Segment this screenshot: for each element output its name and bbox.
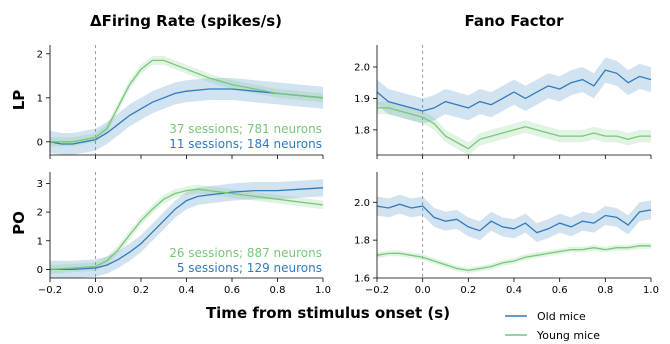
series-line-young xyxy=(49,188,324,271)
y-tick-label: 1 xyxy=(37,93,43,104)
series-line-old xyxy=(376,69,652,112)
legend-label-young: Young mice xyxy=(536,329,600,342)
x-tick-label: 0.6 xyxy=(224,285,240,296)
legend-label-old: Old mice xyxy=(537,310,586,323)
y-tick-label: 1.9 xyxy=(354,94,370,105)
x-tick-label: 1.0 xyxy=(643,285,659,296)
annotation-lp-young: 37 sessions; 781 neurons xyxy=(169,122,322,136)
series-line-old xyxy=(49,88,324,145)
x-tick-label: 0.8 xyxy=(597,285,613,296)
x-tick-label: 0.4 xyxy=(179,285,195,296)
y-tick-label: 0 xyxy=(37,265,43,276)
x-tick-label: 0.2 xyxy=(460,285,476,296)
x-tick-label: 0.8 xyxy=(270,285,286,296)
x-tick-label: 0.0 xyxy=(88,285,104,296)
row-label-lp: LP xyxy=(10,90,28,111)
panel-lp-fano-factor: 1.8 1.9 2.0 xyxy=(354,45,652,159)
x-tick-label: −0.2 xyxy=(365,285,389,296)
error-band-young xyxy=(377,243,651,274)
y-tick-label: 1 xyxy=(37,236,43,247)
x-tick-label: −0.2 xyxy=(38,285,62,296)
y-tick-label: 1.8 xyxy=(354,236,370,247)
column-title-fano-factor: Fano Factor xyxy=(465,12,565,30)
y-tick-label: 0 xyxy=(37,137,43,148)
y-tick-label: 2 xyxy=(37,49,43,60)
panel-lp-firing-rate: 0 1 2 xyxy=(37,45,324,159)
x-tick-label: 0.0 xyxy=(415,285,431,296)
x-axis-label: Time from stimulus onset (s) xyxy=(206,304,450,322)
error-band-young xyxy=(50,184,323,274)
y-tick-label: 1.6 xyxy=(354,274,370,285)
y-tick-label: 1.8 xyxy=(354,125,370,136)
series-line-young xyxy=(376,245,651,272)
y-tick-label: 2.0 xyxy=(354,63,370,74)
panel-po-fano-factor: −0.2 0.0 0.2 0.4 0.6 0.8 1.0 1.6 1.8 2.0 xyxy=(354,172,659,296)
row-label-po: PO xyxy=(10,211,28,235)
annotation-po-young: 26 sessions; 887 neurons xyxy=(169,246,322,260)
error-band-old xyxy=(50,179,323,278)
x-tick-label: 0.6 xyxy=(552,285,568,296)
annotation-po-old: 5 sessions; 129 neurons xyxy=(177,261,322,275)
x-tick-label: 0.4 xyxy=(506,285,522,296)
legend: Old mice Young mice xyxy=(505,310,600,342)
y-tick-label: 2.0 xyxy=(354,198,370,209)
x-tick-label: 0.2 xyxy=(133,285,149,296)
panel-po-firing-rate: −0.2 0.0 0.2 0.4 0.6 0.8 1.0 0 1 2 3 xyxy=(37,172,331,296)
series-line-old xyxy=(50,187,324,271)
error-band-young xyxy=(50,56,323,147)
y-tick-label: 3 xyxy=(37,179,43,190)
error-band-old xyxy=(377,57,651,124)
series-line-young xyxy=(50,59,324,143)
series-line-young xyxy=(377,107,651,150)
y-tick-label: 2 xyxy=(37,208,43,219)
column-title-firing-rate: ΔFiring Rate (spikes/s) xyxy=(90,12,282,30)
error-band-old xyxy=(50,78,323,155)
error-band-old xyxy=(377,194,651,242)
error-band-young xyxy=(377,101,651,155)
x-tick-label: 1.0 xyxy=(315,285,331,296)
series-line-old xyxy=(376,203,652,234)
annotation-lp-old: 11 sessions; 184 neurons xyxy=(169,137,322,151)
